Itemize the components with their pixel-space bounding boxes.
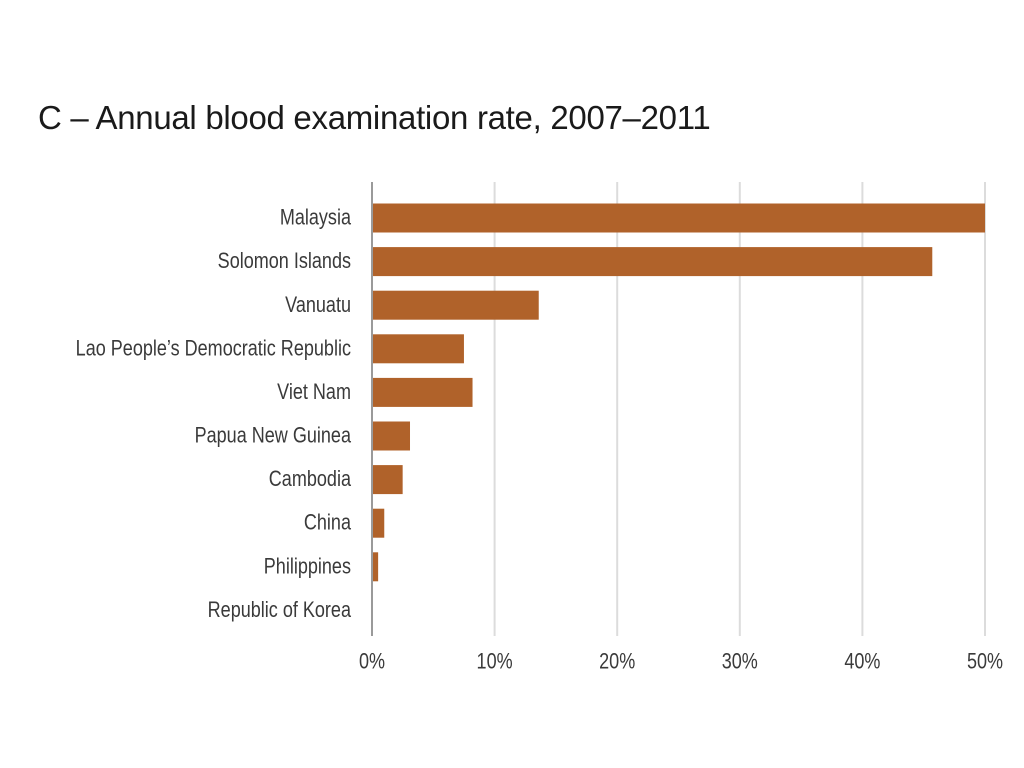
category-label: Vanuatu <box>285 293 351 317</box>
bar <box>372 247 933 277</box>
bars <box>372 203 985 582</box>
category-label: Philippines <box>264 555 351 579</box>
bar <box>372 203 985 233</box>
category-label: Papua New Guinea <box>195 424 352 448</box>
bar <box>372 334 464 364</box>
x-tick-label: 30% <box>722 650 758 674</box>
x-tick-label: 40% <box>844 650 880 674</box>
category-label: Solomon Islands <box>218 250 351 274</box>
x-tick-label: 50% <box>967 650 1003 674</box>
category-labels: Malaysia Solomon Islands Vanuatu Lao People… <box>76 206 352 622</box>
category-label: Lao People’s Democratic Republic <box>76 337 351 361</box>
category-label: Republic of Korea <box>208 598 352 622</box>
category-label: China <box>304 511 352 535</box>
category-label: Malaysia <box>280 206 352 230</box>
bar <box>372 290 539 320</box>
x-tick-label: 0% <box>359 650 385 674</box>
x-tick-label: 20% <box>599 650 635 674</box>
bar <box>372 508 385 538</box>
bar <box>372 377 473 407</box>
bar <box>372 465 403 495</box>
bar <box>372 552 379 582</box>
bar <box>372 421 411 451</box>
category-label: Viet Nam <box>277 380 351 404</box>
x-tick-label: 10% <box>477 650 513 674</box>
category-label: Cambodia <box>269 468 352 492</box>
x-tick-labels: 0% 10% 20% 30% 40% 50% <box>359 650 1003 674</box>
chart-title: C – Annual blood examination rate, 2007–… <box>38 99 711 136</box>
